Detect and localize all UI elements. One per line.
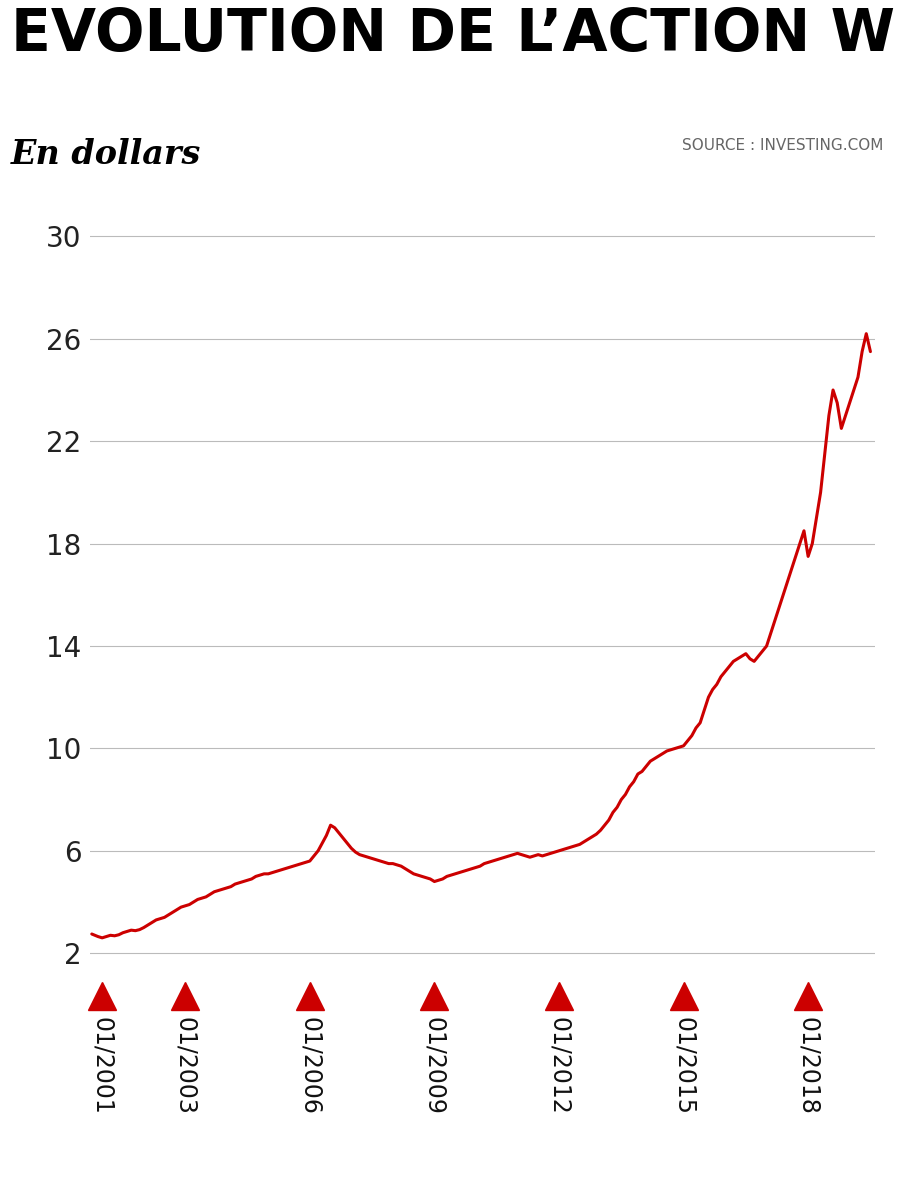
Text: 01/2009: 01/2009 (422, 1018, 447, 1115)
Text: SOURCE : INVESTING.COM: SOURCE : INVESTING.COM (683, 138, 884, 152)
Text: 01/2012: 01/2012 (547, 1018, 571, 1115)
Text: EVOLUTION DE L’ACTION WDP: EVOLUTION DE L’ACTION WDP (11, 6, 897, 62)
Text: En dollars: En dollars (11, 138, 201, 170)
Text: 01/2001: 01/2001 (91, 1018, 114, 1115)
Text: 01/2003: 01/2003 (173, 1018, 197, 1115)
Text: 01/2015: 01/2015 (672, 1018, 695, 1116)
Text: 01/2006: 01/2006 (298, 1018, 322, 1115)
Text: 01/2018: 01/2018 (797, 1018, 820, 1115)
